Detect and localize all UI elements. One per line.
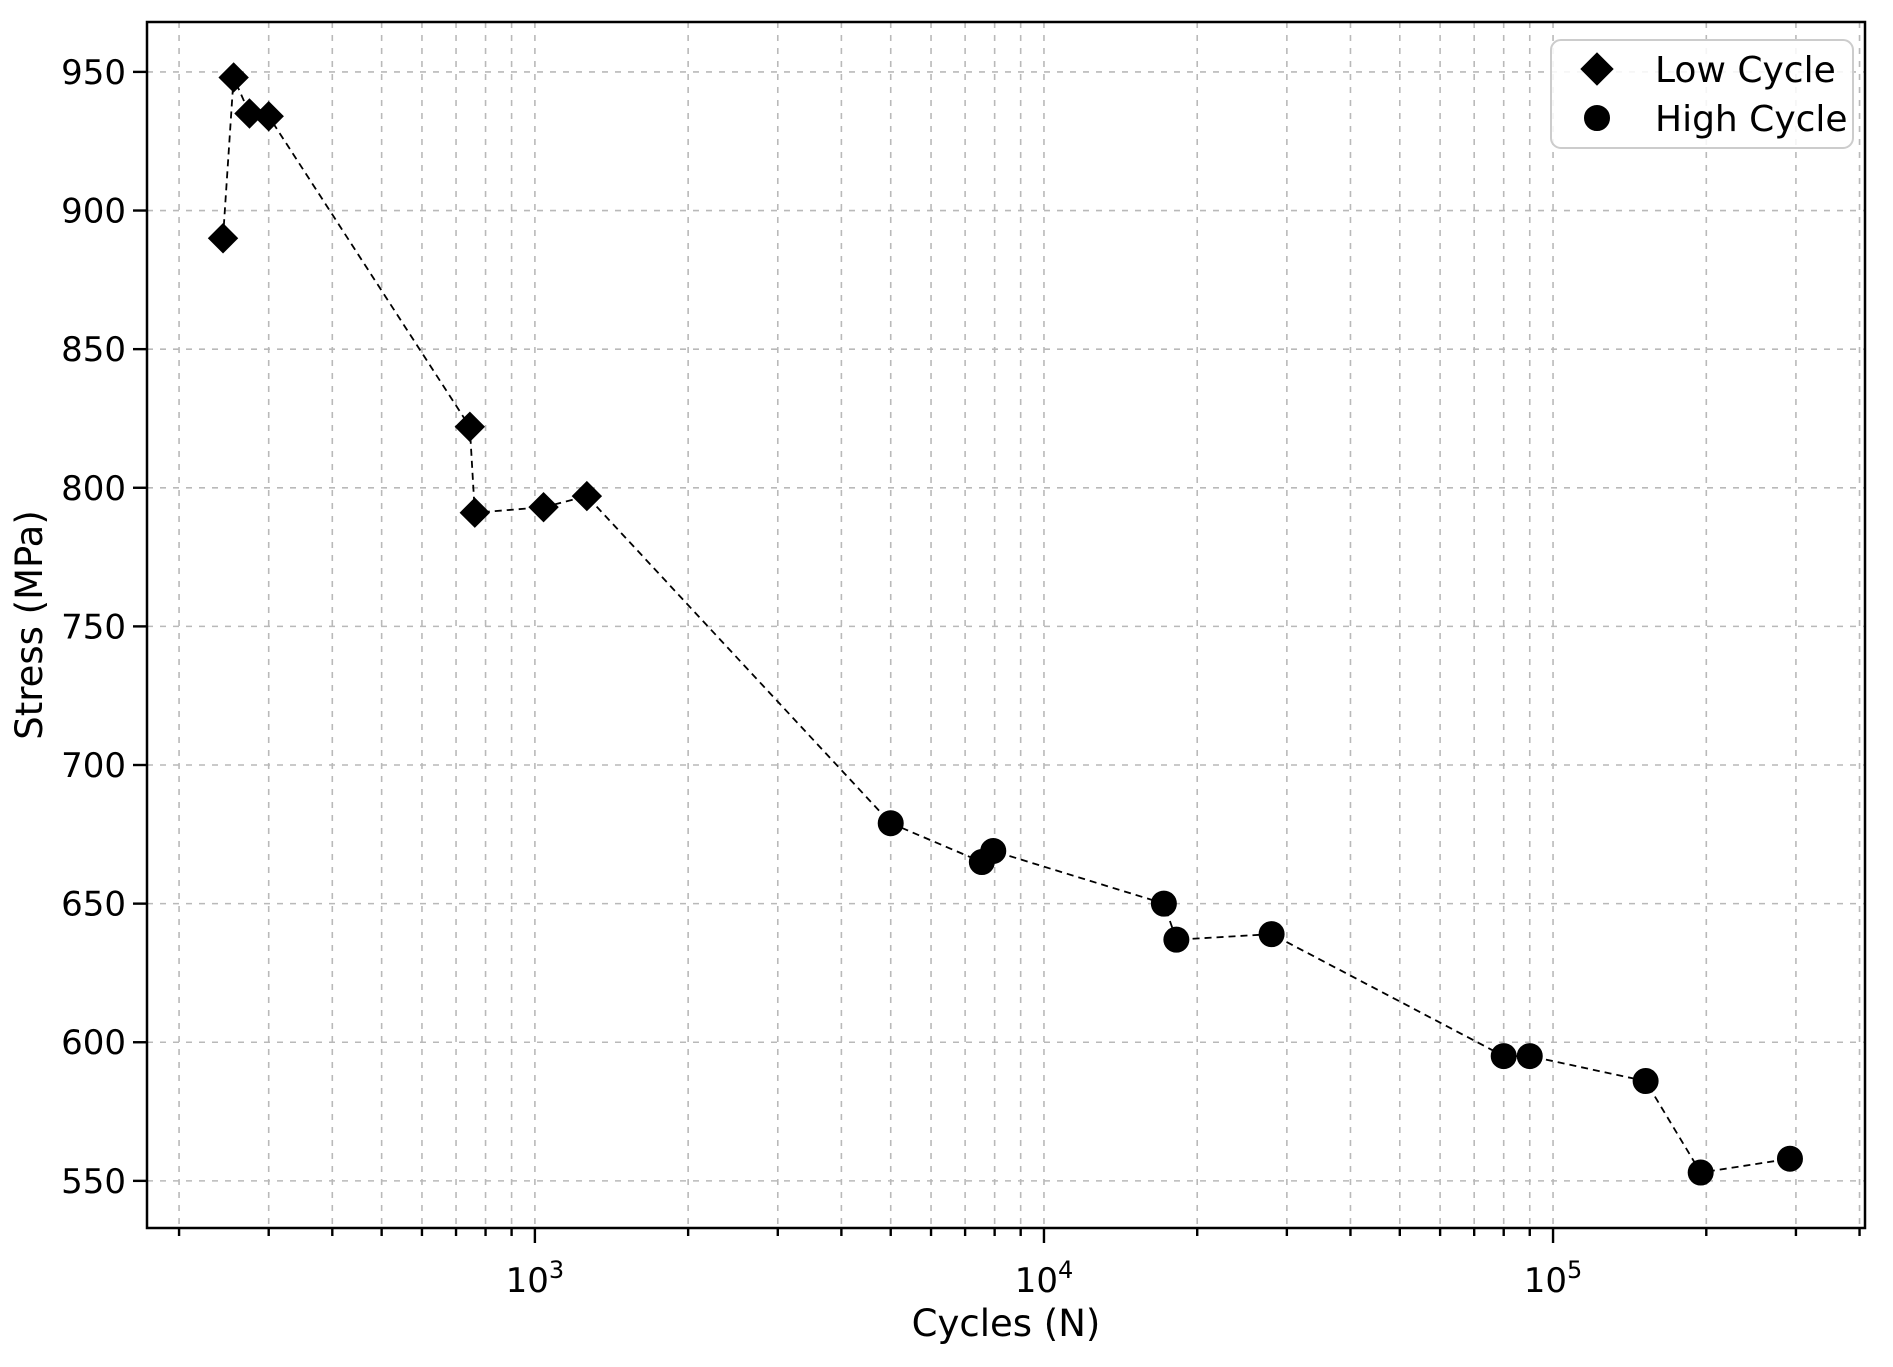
- y-tick-label: 550: [61, 1162, 126, 1202]
- legend-diamond-icon: [1580, 52, 1614, 86]
- high-cycle-point-marker: [877, 810, 904, 837]
- low-cycle-point-marker: [207, 223, 239, 254]
- legend-label-high-cycle: High Cycle: [1655, 99, 1848, 140]
- high-cycle-point-marker: [1516, 1043, 1543, 1070]
- high-cycle-point-marker: [1163, 926, 1190, 953]
- y-axis-label: Stress (MPa): [8, 510, 51, 740]
- low-cycle-point-marker: [459, 497, 491, 528]
- x-tick-label: 105: [1524, 1256, 1583, 1301]
- sn-data-line: [222, 77, 1791, 1174]
- legend-circle-icon: [1584, 105, 1610, 131]
- high-cycle-point-marker: [1632, 1068, 1659, 1095]
- legend-label-low-cycle: Low Cycle: [1655, 50, 1836, 91]
- plot-border: [145, 20, 1867, 1230]
- data-points: [207, 62, 1803, 1186]
- y-tick-label: 950: [61, 53, 126, 93]
- high-cycle-point-marker: [980, 837, 1007, 864]
- legend: Low Cycle High Cycle: [1550, 39, 1854, 149]
- data-line: [222, 77, 1791, 1174]
- plot-border-rect: [145, 20, 1867, 1230]
- y-tick-label: 800: [61, 469, 126, 509]
- low-cycle-point-marker: [454, 411, 486, 442]
- high-cycle-point-marker: [1150, 890, 1177, 917]
- legend-box: [1550, 39, 1854, 149]
- low-cycle-point-marker: [571, 480, 603, 512]
- low-cycle-point-marker: [253, 101, 284, 132]
- high-cycle-point-marker: [1776, 1145, 1803, 1172]
- y-tick-label: 900: [61, 192, 126, 232]
- low-cycle-point-marker: [234, 98, 265, 129]
- grid: [147, 22, 1865, 1228]
- low-cycle-point-marker: [528, 491, 559, 523]
- high-cycle-point-marker: [1490, 1043, 1517, 1070]
- y-tick-label: 850: [61, 330, 126, 370]
- x-axis-label: Cycles (N): [912, 1302, 1101, 1345]
- high-cycle-point-marker: [1687, 1159, 1714, 1186]
- low-cycle-point-marker: [218, 62, 249, 93]
- y-tick-label: 600: [61, 1023, 126, 1063]
- y-tick-label: 650: [61, 885, 126, 925]
- high-cycle-point-marker: [1258, 921, 1285, 948]
- x-tick-label: 104: [1015, 1256, 1074, 1301]
- axes-ticks: 103 104 105 550 600 650 700 750 800 850 900 950: [61, 53, 1861, 1301]
- y-tick-label: 750: [61, 607, 126, 647]
- x-tick-label: 103: [506, 1256, 565, 1301]
- y-tick-label: 700: [61, 746, 126, 786]
